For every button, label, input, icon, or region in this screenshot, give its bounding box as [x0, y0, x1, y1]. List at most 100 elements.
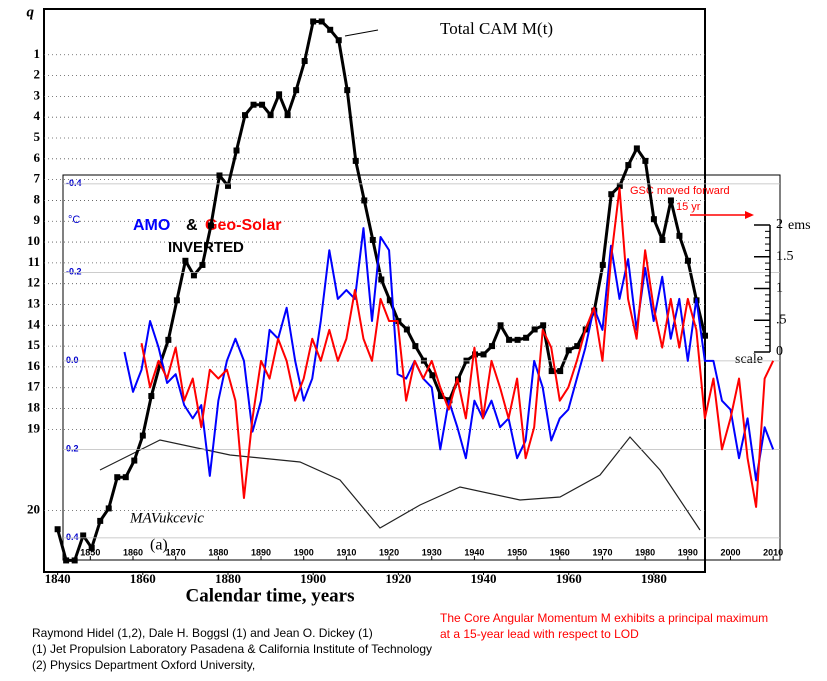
x-tick-label: 1980 — [641, 571, 667, 586]
x-tick-label: 2000 — [720, 547, 740, 557]
point — [599, 261, 606, 268]
x-tick-label: 1930 — [422, 547, 442, 557]
point — [361, 197, 368, 204]
y-tick-label: 1 — [34, 46, 41, 61]
point — [182, 257, 189, 264]
x-tick-label: 1950 — [507, 547, 527, 557]
caption-line: The Core Angular Momentum M exhibits a p… — [440, 611, 768, 625]
point — [190, 272, 197, 279]
point — [625, 162, 632, 169]
title-pointer — [344, 29, 379, 37]
point — [437, 393, 444, 400]
y-tick-label: 3 — [34, 87, 41, 102]
point — [540, 322, 547, 329]
point — [71, 557, 78, 564]
point — [497, 322, 504, 329]
point — [114, 474, 121, 481]
point — [80, 532, 87, 539]
legend-entry: AMO — [133, 217, 170, 234]
point — [284, 112, 291, 119]
point — [378, 276, 385, 283]
point — [250, 101, 257, 108]
point — [63, 557, 70, 564]
x-tick-label: 1920 — [385, 571, 411, 586]
y-tick-label: 11 — [28, 254, 40, 269]
x-tick-label: 1850 — [80, 547, 100, 557]
point — [139, 432, 146, 439]
annotation: & — [186, 217, 198, 234]
point — [122, 474, 129, 481]
annotation: MAVukcevic — [129, 510, 204, 526]
point — [429, 372, 436, 379]
scale-tick-label: .5 — [776, 312, 787, 327]
point — [676, 232, 683, 239]
y-tick-label: 19 — [27, 420, 41, 435]
x-tick-label: 1970 — [592, 547, 612, 557]
point — [702, 332, 708, 339]
x-tick-label: 1980 — [635, 547, 655, 557]
scale-unit: ems — [788, 218, 811, 233]
y-tick-label: 2 — [34, 67, 41, 82]
point — [301, 58, 308, 65]
point — [684, 257, 691, 264]
x-tick-label: 1920 — [379, 547, 399, 557]
point — [557, 368, 564, 375]
x-tick-label: 1860 — [123, 547, 143, 557]
caption-line: at a 15-year lead with respect to LOD — [440, 627, 639, 641]
point — [335, 37, 342, 44]
y-axis-label: q — [27, 4, 35, 20]
x-tick-label: 1910 — [336, 547, 356, 557]
point — [412, 343, 419, 350]
point — [88, 544, 95, 551]
y-tick-label: 18 — [27, 400, 41, 415]
y-tick-label: 13 — [27, 295, 41, 310]
point — [344, 87, 351, 94]
scale-tick-label: 0 — [776, 344, 783, 359]
scale-tick-label: 1.5 — [776, 249, 794, 264]
x-tick-label: 2010 — [763, 547, 783, 557]
point — [514, 336, 521, 343]
point — [574, 343, 581, 350]
point — [667, 197, 674, 204]
x-tick-label: 1880 — [215, 571, 241, 586]
x-tick-label: 1860 — [130, 571, 156, 586]
x-tick-label: 1880 — [208, 547, 228, 557]
scale-tick-label: 1 — [776, 281, 783, 296]
y-tick-label: 10 — [27, 233, 40, 248]
cam-frame — [43, 8, 706, 573]
y-tick-label: 4 — [34, 108, 41, 123]
lower-curve — [99, 436, 701, 531]
point — [369, 236, 376, 243]
annotation: (a) — [150, 537, 168, 554]
point — [165, 336, 172, 343]
x-tick-label: 1940 — [471, 571, 497, 586]
point — [633, 145, 640, 152]
annotation: GSC moved forward — [630, 185, 730, 197]
point — [506, 336, 513, 343]
point — [216, 172, 223, 179]
y-tick-label: 0.2 — [66, 444, 79, 454]
x-tick-label: 1960 — [556, 571, 582, 586]
amo-frame — [62, 174, 781, 561]
series-line — [140, 187, 775, 508]
point — [608, 191, 615, 198]
x-tick-label: 1940 — [464, 547, 484, 557]
y-tick-label: 9 — [34, 212, 41, 227]
point — [480, 351, 487, 358]
footer-line: (1) Jet Propulsion Laboratory Pasadena &… — [32, 642, 432, 656]
y-tick-label: 16 — [27, 358, 41, 373]
x-tick-label: 1840 — [45, 571, 71, 586]
point — [310, 18, 317, 25]
point — [650, 216, 657, 223]
x-tick-label: 1960 — [550, 547, 570, 557]
series-line — [123, 227, 775, 482]
x-tick-label: 1890 — [251, 547, 271, 557]
y-tick-label: 6 — [34, 150, 41, 165]
point — [352, 157, 359, 164]
point — [531, 326, 538, 333]
point — [327, 26, 334, 33]
x-axis-label: Calendar time, years — [185, 585, 354, 606]
x-tick-label: 1900 — [294, 547, 314, 557]
legend-entry: Geo-Solar — [205, 217, 281, 234]
footer-line: Raymond Hidel (1,2), Dale H. Boggsl (1) … — [32, 626, 373, 640]
